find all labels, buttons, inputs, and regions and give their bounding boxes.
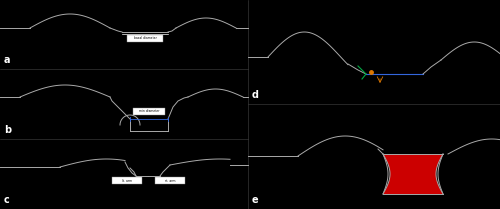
FancyBboxPatch shape (133, 108, 165, 115)
Text: d: d (252, 90, 259, 100)
FancyBboxPatch shape (112, 177, 142, 184)
FancyBboxPatch shape (127, 34, 163, 42)
Text: b: b (4, 125, 11, 135)
Text: min diameter: min diameter (139, 110, 159, 113)
Text: rt. arm: rt. arm (165, 178, 175, 182)
Text: lt. arm: lt. arm (122, 178, 132, 182)
Polygon shape (383, 154, 443, 194)
Text: c: c (4, 195, 10, 205)
Text: a: a (4, 55, 10, 65)
Text: e: e (252, 195, 258, 205)
FancyBboxPatch shape (155, 177, 185, 184)
Text: basal diameter: basal diameter (134, 36, 156, 40)
